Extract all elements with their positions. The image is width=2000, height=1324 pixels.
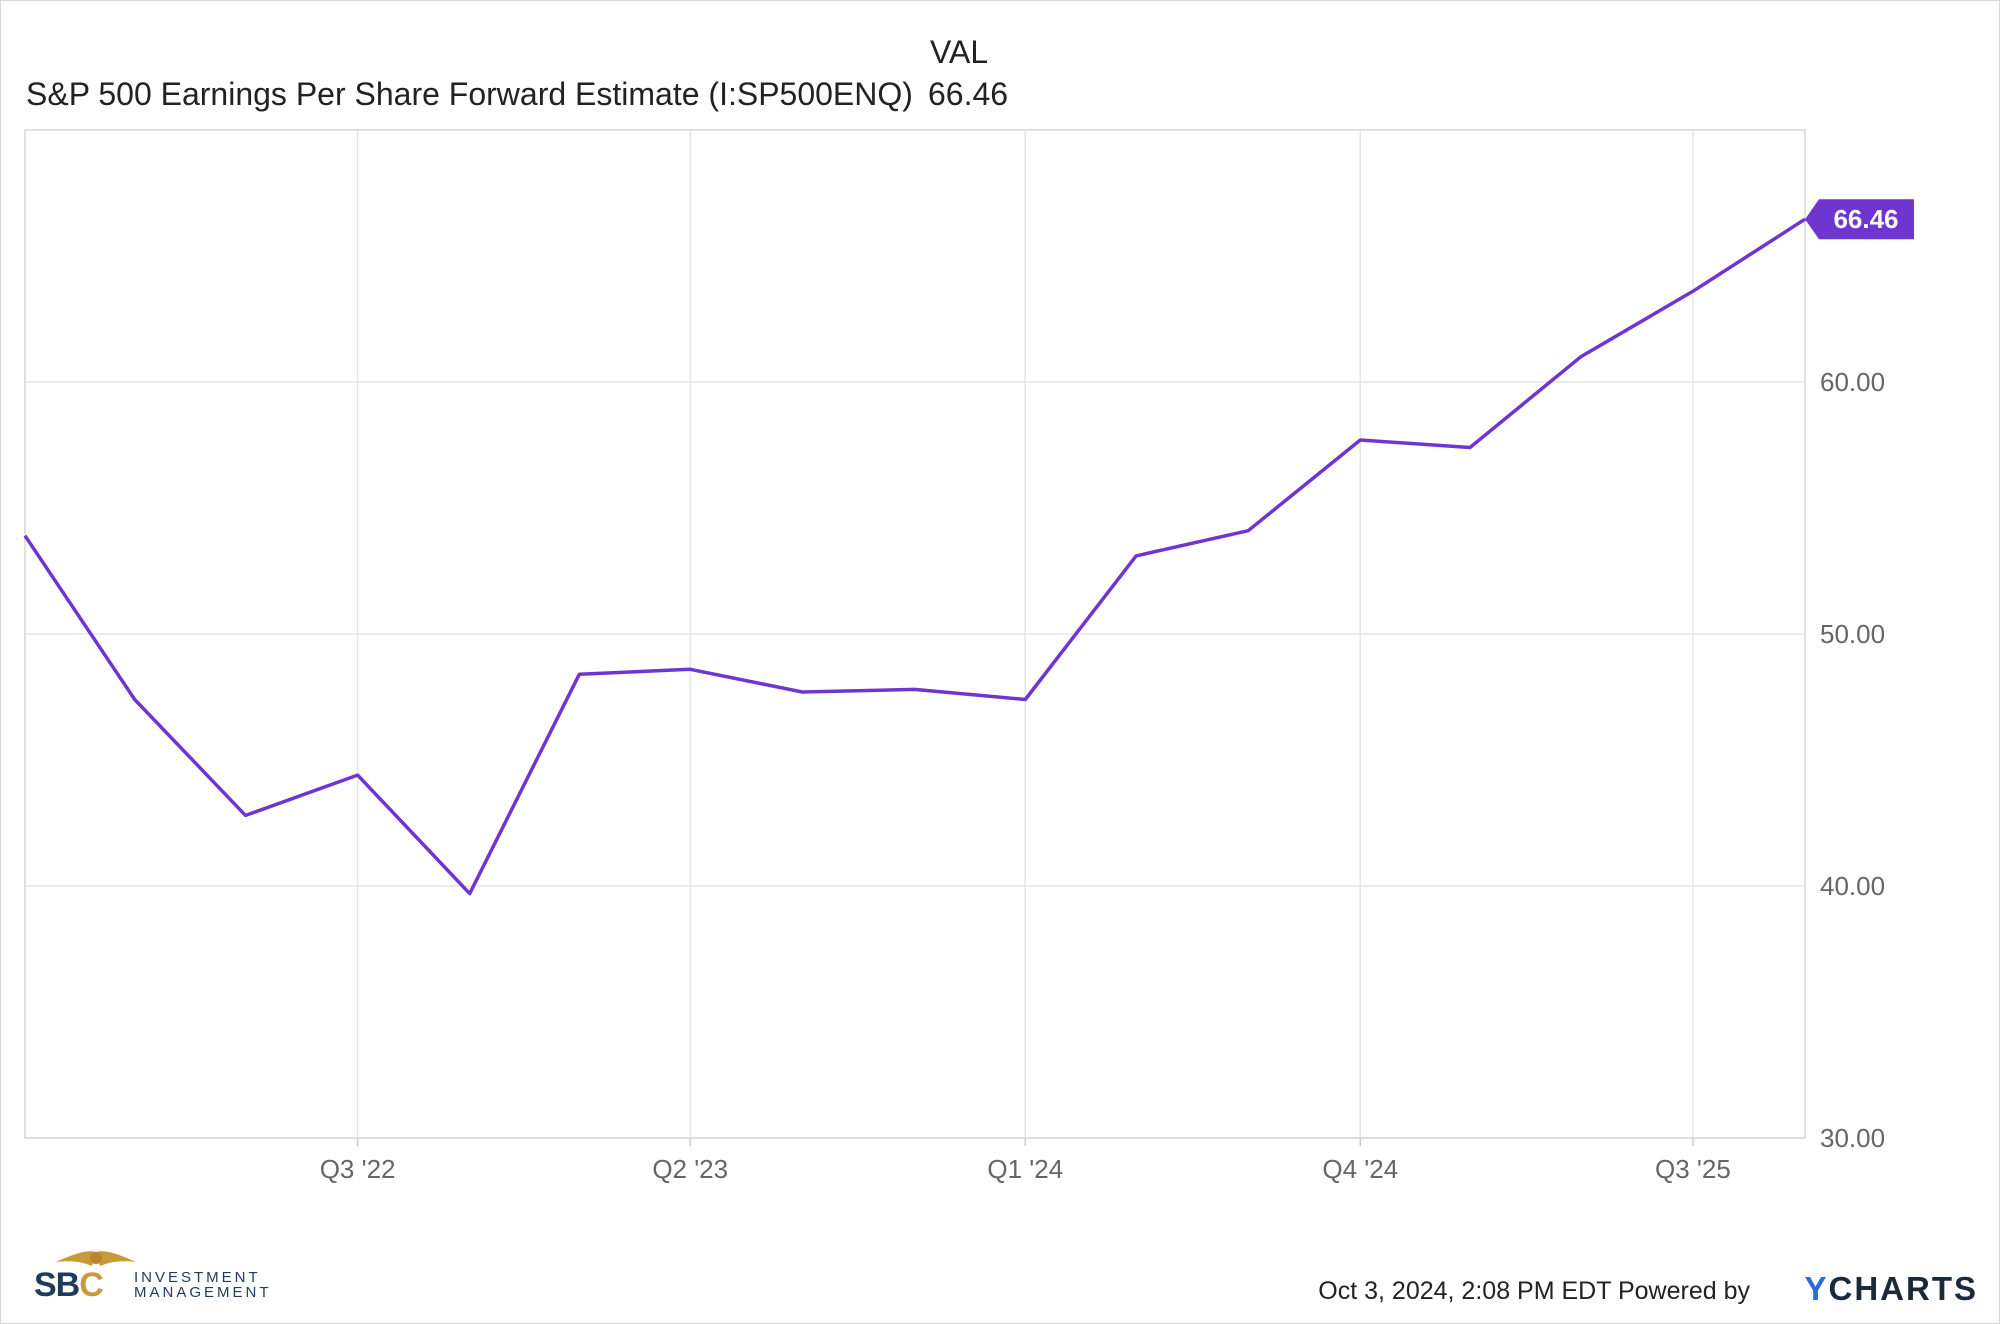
logo-words: INVESTMENT MANAGEMENT (134, 1270, 272, 1300)
y-axis: 30.00 40.00 50.00 60.00 (1820, 367, 1885, 1153)
legend-series-name[interactable]: S&P 500 Earnings Per Share Forward Estim… (26, 76, 913, 112)
data-point[interactable] (1355, 435, 1365, 445)
owl-wing-icon (56, 1251, 136, 1266)
y-tick-label: 60.00 (1820, 367, 1885, 397)
series-line[interactable] (23, 217, 1806, 896)
data-point[interactable] (1688, 286, 1698, 296)
data-point[interactable] (353, 770, 363, 780)
x-tick-label: Q1 '24 (987, 1154, 1063, 1184)
x-tick-label: Q3 '22 (320, 1154, 396, 1184)
data-point[interactable] (241, 810, 251, 820)
data-point[interactable] (20, 531, 30, 541)
data-point[interactable] (1020, 695, 1030, 705)
y-tick-label: 30.00 (1820, 1123, 1885, 1153)
data-point[interactable] (1465, 443, 1475, 453)
logo-line-management: MANAGEMENT (134, 1284, 272, 1301)
legend-column-header: VAL (930, 34, 989, 70)
data-point[interactable] (574, 669, 584, 679)
x-tick-label: Q4 '24 (1322, 1154, 1398, 1184)
x-axis: Q3 '22 Q2 '23 Q1 '24 Q4 '24 Q3 '25 (320, 1138, 1731, 1184)
logo-sbc-text: SBC (34, 1266, 104, 1305)
y-tick-label: 50.00 (1820, 619, 1885, 649)
logo-line-investment: INVESTMENT (134, 1269, 261, 1286)
x-tick-label: Q3 '25 (1655, 1154, 1731, 1184)
timestamp-text: Oct 3, 2024, 2:08 PM EDT Powered by (1318, 1277, 1750, 1305)
data-point[interactable] (130, 695, 140, 705)
data-point[interactable] (797, 687, 807, 697)
legend-series-value: 66.46 (928, 76, 1009, 112)
ycharts-logo[interactable]: YCHARTS (1804, 1270, 1978, 1308)
plot-area (24, 129, 1806, 1139)
last-value-label: 66.46 (1833, 204, 1898, 234)
ycharts-y: Y (1804, 1270, 1829, 1307)
y-tick-label: 40.00 (1820, 871, 1885, 901)
data-point[interactable] (465, 889, 475, 899)
x-tick-label: Q2 '23 (652, 1154, 728, 1184)
ycharts-rest: CHARTS (1828, 1270, 1978, 1307)
data-point[interactable] (909, 684, 919, 694)
series-group (20, 217, 1806, 899)
data-point[interactable] (1576, 352, 1586, 362)
data-point[interactable] (1243, 526, 1253, 536)
sbc-logo: SBC INVESTMENT MANAGEMENT (34, 1248, 294, 1304)
data-point[interactable] (1131, 551, 1141, 561)
data-point[interactable] (685, 664, 695, 674)
grid-lines (25, 130, 1805, 1139)
last-value-marker: 66.46 (1805, 199, 1914, 240)
last-value-badge (1805, 199, 1914, 240)
logo-c: C (79, 1266, 104, 1304)
logo-sb: SB (34, 1266, 80, 1304)
